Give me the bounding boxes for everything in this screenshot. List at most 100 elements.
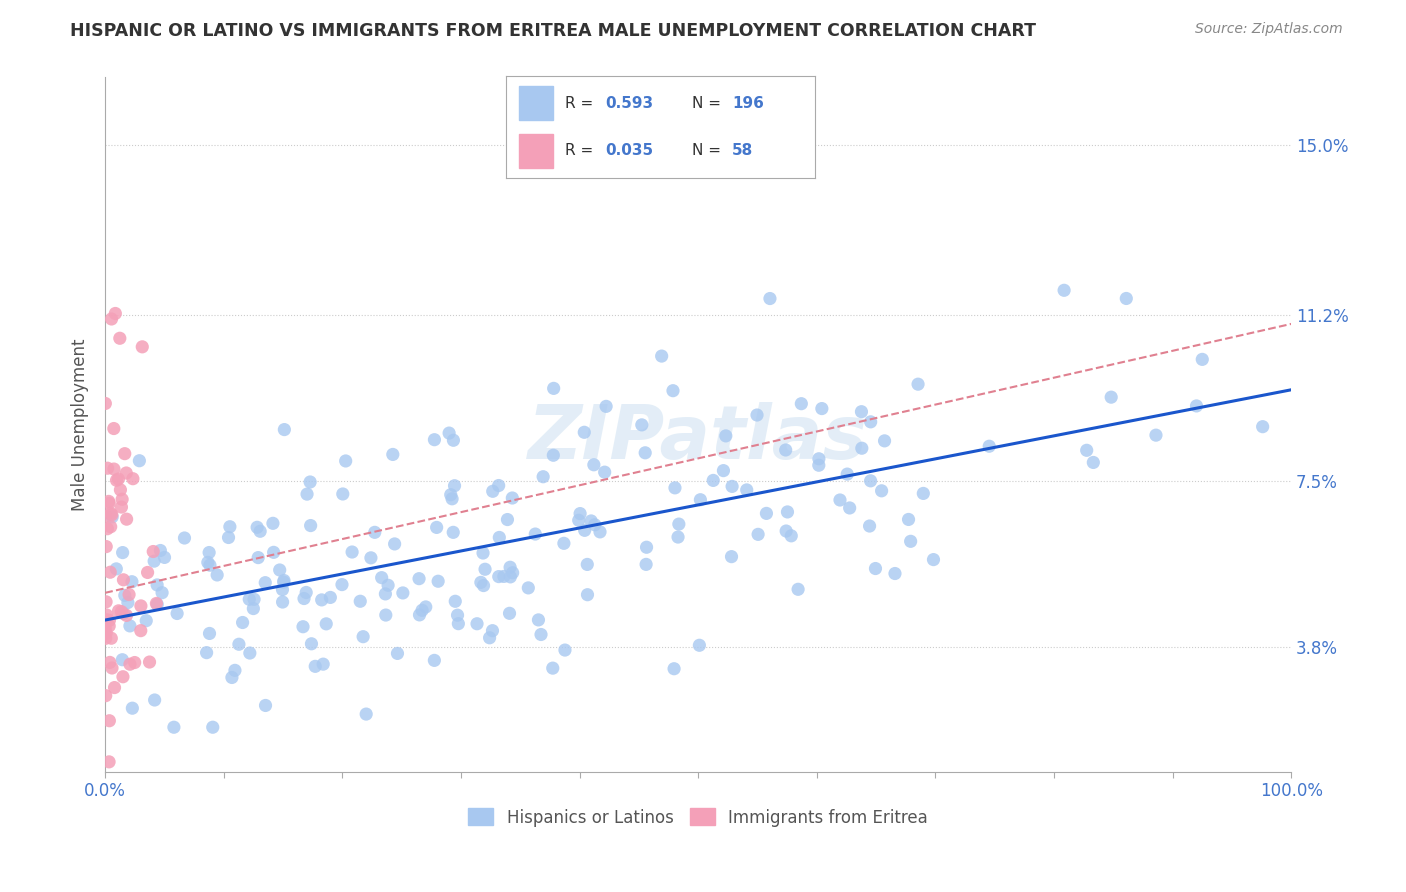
Point [702, 474, 724, 488]
Point [98, 656, 121, 670]
Point [574, 524, 596, 538]
Point [124, 656, 146, 670]
Point [96, 626, 118, 640]
Point [517, 581, 540, 595]
Point [415, 599, 437, 614]
Point [374, 587, 396, 601]
Point [311, 593, 333, 607]
Point [143, 693, 166, 707]
Point [851, 441, 873, 455]
Point [110, 605, 132, 619]
Point [1115, 292, 1137, 306]
Point [1144, 428, 1167, 442]
Point [205, 568, 228, 582]
Point [98, 755, 121, 769]
Point [595, 400, 617, 414]
Text: N =: N = [692, 144, 725, 158]
Point [295, 487, 318, 501]
Point [254, 575, 277, 590]
Point [427, 574, 450, 589]
Point [96, 607, 118, 622]
Point [411, 603, 433, 617]
Point [502, 566, 524, 580]
Point [668, 517, 690, 532]
Point [135, 614, 157, 628]
Point [118, 619, 141, 633]
Point [664, 481, 686, 495]
Point [115, 466, 138, 480]
Point [118, 657, 141, 672]
Point [98, 566, 121, 580]
Point [242, 601, 264, 615]
Point [221, 671, 243, 685]
Legend: Hispanics or Latinos, Immigrants from Eritrea: Hispanics or Latinos, Immigrants from Er… [461, 802, 935, 833]
Point [569, 507, 592, 521]
Point [98, 714, 121, 728]
Point [1053, 283, 1076, 297]
Point [524, 527, 547, 541]
Point [129, 624, 152, 638]
Point [239, 646, 262, 660]
Point [527, 613, 550, 627]
Point [111, 492, 134, 507]
Point [108, 788, 131, 802]
Point [94, 621, 117, 635]
Point [423, 653, 446, 667]
Point [662, 662, 685, 676]
Text: 0.035: 0.035 [605, 144, 654, 158]
Point [319, 591, 342, 605]
Point [630, 417, 652, 432]
Point [96, 522, 118, 536]
Point [249, 524, 271, 539]
Point [103, 681, 125, 695]
Point [121, 701, 143, 715]
Point [807, 451, 830, 466]
Point [262, 516, 284, 531]
Point [269, 563, 291, 577]
Point [426, 520, 449, 534]
Point [263, 545, 285, 559]
Point [243, 592, 266, 607]
Point [589, 524, 612, 539]
Point [100, 507, 122, 521]
Point [273, 423, 295, 437]
Point [271, 582, 294, 597]
Point [478, 631, 501, 645]
Point [492, 569, 515, 583]
Point [103, 421, 125, 435]
Point [100, 632, 122, 646]
Point [634, 446, 657, 460]
Point [340, 545, 363, 559]
Point [441, 525, 464, 540]
Point [574, 425, 596, 440]
Point [100, 312, 122, 326]
Point [441, 491, 464, 506]
Point [101, 508, 124, 522]
Point [131, 340, 153, 354]
Point [775, 524, 797, 538]
Point [837, 467, 859, 482]
Point [198, 626, 221, 640]
Point [579, 514, 602, 528]
Point [377, 578, 399, 592]
Point [364, 525, 387, 540]
Point [444, 594, 467, 608]
Point [107, 472, 129, 486]
Point [143, 554, 166, 568]
Y-axis label: Male Unemployment: Male Unemployment [72, 338, 89, 511]
Point [553, 536, 575, 550]
Point [1076, 443, 1098, 458]
Point [636, 558, 658, 572]
Point [759, 292, 782, 306]
Point [166, 607, 188, 621]
Point [238, 592, 260, 607]
Point [865, 561, 887, 575]
Point [103, 462, 125, 476]
Point [481, 624, 503, 638]
Point [360, 550, 382, 565]
Point [115, 608, 138, 623]
Point [273, 574, 295, 588]
Point [96, 461, 118, 475]
Point [530, 627, 553, 641]
Point [543, 448, 565, 462]
